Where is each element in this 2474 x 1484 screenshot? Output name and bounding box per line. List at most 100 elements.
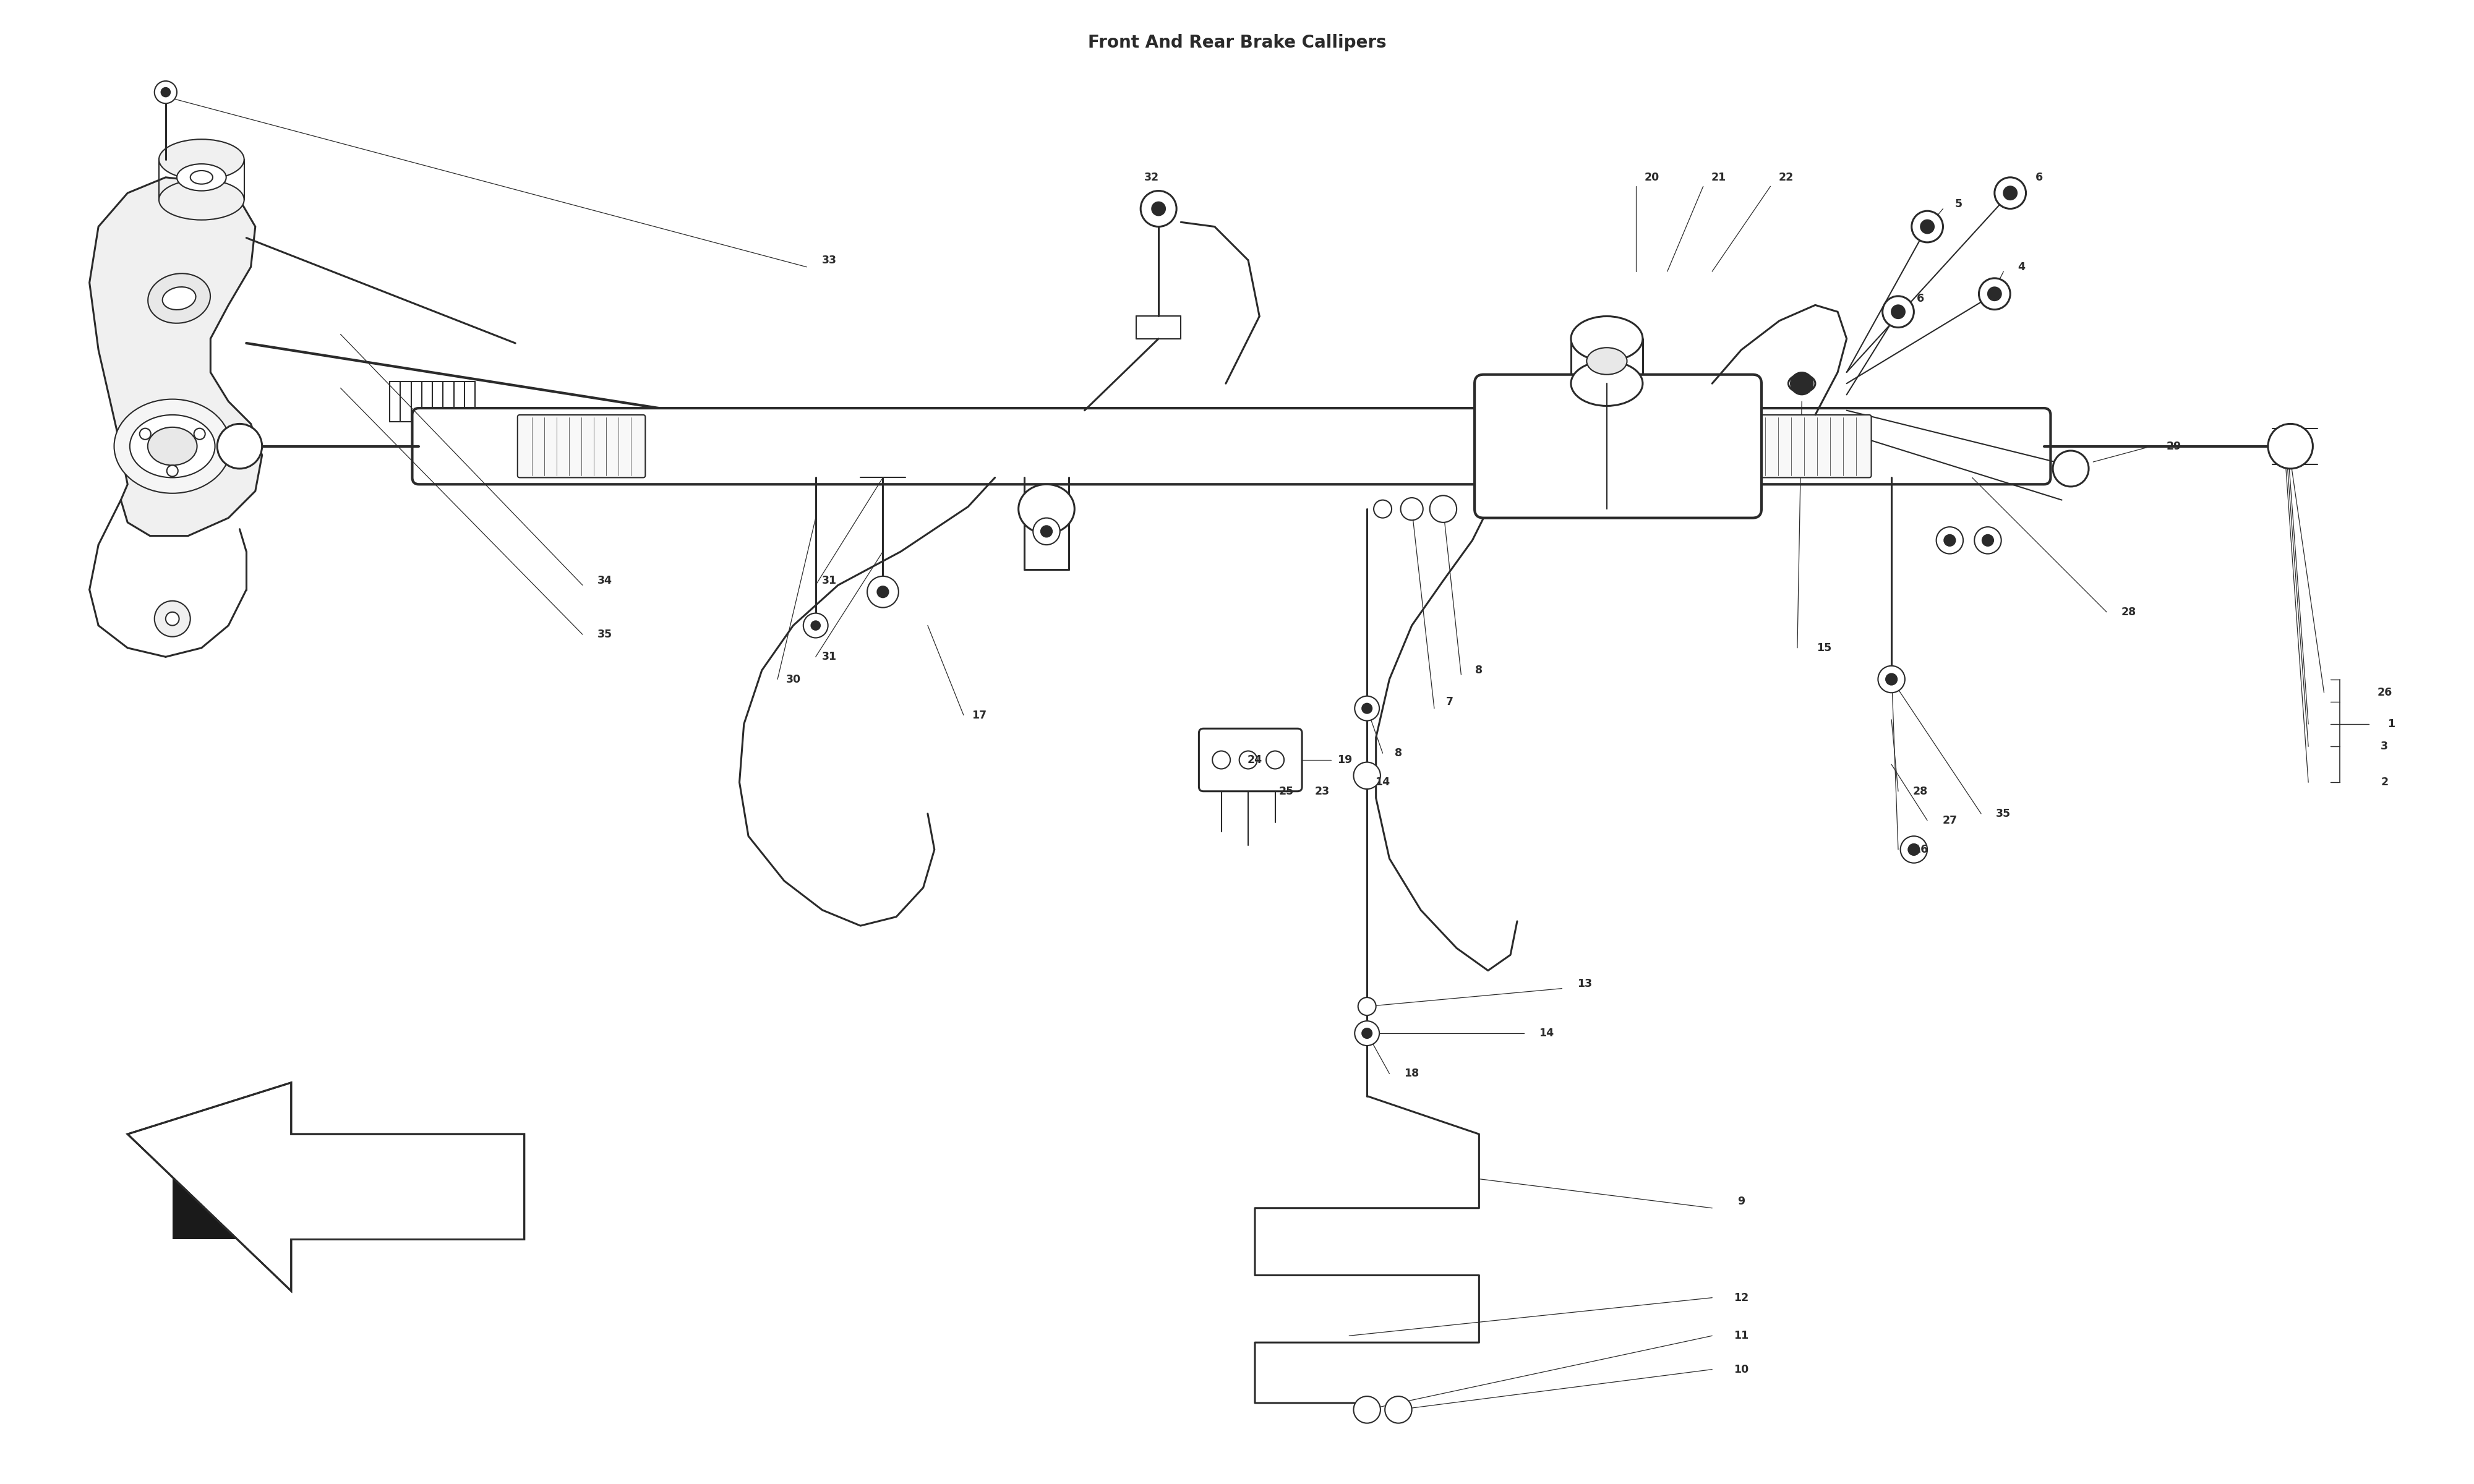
Polygon shape: [89, 178, 262, 536]
Circle shape: [1979, 278, 2011, 310]
Text: 30: 30: [787, 674, 802, 684]
Circle shape: [1430, 496, 1457, 522]
Text: 35: 35: [599, 629, 614, 640]
Circle shape: [1358, 997, 1376, 1015]
Circle shape: [1034, 518, 1059, 545]
Circle shape: [218, 424, 262, 469]
Circle shape: [1267, 751, 1284, 769]
Circle shape: [1042, 525, 1051, 537]
Circle shape: [1900, 835, 1927, 864]
Ellipse shape: [158, 139, 245, 180]
Circle shape: [161, 88, 171, 96]
Text: 31: 31: [821, 651, 836, 662]
Text: 4: 4: [2019, 261, 2026, 273]
Text: 14: 14: [1539, 1028, 1554, 1039]
Circle shape: [1945, 534, 1954, 546]
Circle shape: [1878, 666, 1905, 693]
Text: 35: 35: [1997, 809, 2011, 819]
Circle shape: [1994, 178, 2026, 209]
Text: 9: 9: [1737, 1196, 1744, 1206]
Circle shape: [1920, 220, 1935, 233]
Text: 31: 31: [821, 576, 836, 586]
Circle shape: [811, 620, 819, 631]
Ellipse shape: [1789, 374, 1816, 392]
Text: 12: 12: [1734, 1293, 1749, 1303]
Circle shape: [1974, 527, 2001, 554]
Text: 29: 29: [2167, 441, 2182, 451]
Polygon shape: [129, 1083, 524, 1291]
Circle shape: [2269, 424, 2313, 469]
Text: 34: 34: [599, 576, 614, 586]
Text: 8: 8: [1395, 748, 1403, 758]
Text: 23: 23: [1314, 785, 1329, 797]
Text: 20: 20: [1645, 172, 1660, 183]
Circle shape: [1937, 527, 1964, 554]
Circle shape: [1356, 1021, 1380, 1046]
Text: 28: 28: [1912, 785, 1927, 797]
Ellipse shape: [1571, 316, 1643, 361]
Circle shape: [868, 576, 898, 607]
Circle shape: [2004, 187, 2016, 200]
FancyBboxPatch shape: [1475, 374, 1761, 518]
Circle shape: [1791, 372, 1813, 395]
Circle shape: [153, 82, 176, 104]
Circle shape: [139, 429, 151, 439]
FancyBboxPatch shape: [517, 416, 646, 478]
Text: 1: 1: [2387, 718, 2395, 730]
FancyBboxPatch shape: [413, 408, 2051, 484]
FancyBboxPatch shape: [1749, 416, 1870, 478]
Text: 19: 19: [1336, 754, 1353, 766]
Circle shape: [193, 429, 205, 439]
Text: 33: 33: [821, 255, 836, 266]
Circle shape: [1400, 497, 1423, 521]
Circle shape: [1356, 696, 1380, 721]
Text: 18: 18: [1405, 1068, 1420, 1079]
Circle shape: [1893, 306, 1905, 319]
Circle shape: [1141, 191, 1178, 227]
Circle shape: [1385, 1396, 1413, 1423]
Text: 2: 2: [2380, 776, 2387, 788]
Text: 8: 8: [1475, 665, 1482, 675]
Ellipse shape: [163, 286, 195, 310]
Circle shape: [166, 611, 178, 625]
Text: 10: 10: [1734, 1364, 1749, 1376]
Text: 27: 27: [1942, 815, 1957, 827]
Ellipse shape: [1586, 347, 1628, 374]
Polygon shape: [173, 1134, 524, 1239]
Circle shape: [1212, 751, 1230, 769]
Circle shape: [1353, 1396, 1380, 1423]
Ellipse shape: [114, 399, 230, 493]
Text: 5: 5: [1954, 199, 1962, 209]
Circle shape: [1912, 211, 1942, 242]
Circle shape: [804, 613, 829, 638]
Circle shape: [1987, 286, 2001, 301]
Ellipse shape: [158, 180, 245, 220]
Circle shape: [1373, 500, 1393, 518]
Text: 3: 3: [2380, 741, 2387, 752]
Circle shape: [1363, 703, 1373, 714]
Text: 26: 26: [2378, 687, 2392, 699]
Circle shape: [153, 601, 190, 637]
Text: 24: 24: [1247, 754, 1262, 766]
Circle shape: [1363, 1028, 1373, 1039]
Text: 11: 11: [1734, 1330, 1749, 1342]
Circle shape: [1907, 844, 1920, 855]
Text: 6: 6: [1917, 292, 1925, 304]
Text: 15: 15: [1816, 643, 1831, 653]
FancyBboxPatch shape: [1200, 729, 1301, 791]
Circle shape: [878, 586, 888, 598]
Ellipse shape: [1571, 361, 1643, 407]
Text: 7: 7: [1447, 696, 1455, 708]
Circle shape: [1353, 763, 1380, 789]
Text: 25: 25: [1279, 785, 1294, 797]
Ellipse shape: [148, 273, 210, 324]
Text: 22: 22: [1779, 172, 1794, 183]
Circle shape: [2053, 451, 2088, 487]
Text: 17: 17: [972, 709, 987, 721]
Ellipse shape: [190, 171, 213, 184]
Ellipse shape: [148, 427, 198, 466]
Text: 14: 14: [1376, 776, 1390, 788]
Text: 21: 21: [1712, 172, 1727, 183]
Circle shape: [1239, 751, 1257, 769]
Text: 28: 28: [2123, 607, 2138, 617]
